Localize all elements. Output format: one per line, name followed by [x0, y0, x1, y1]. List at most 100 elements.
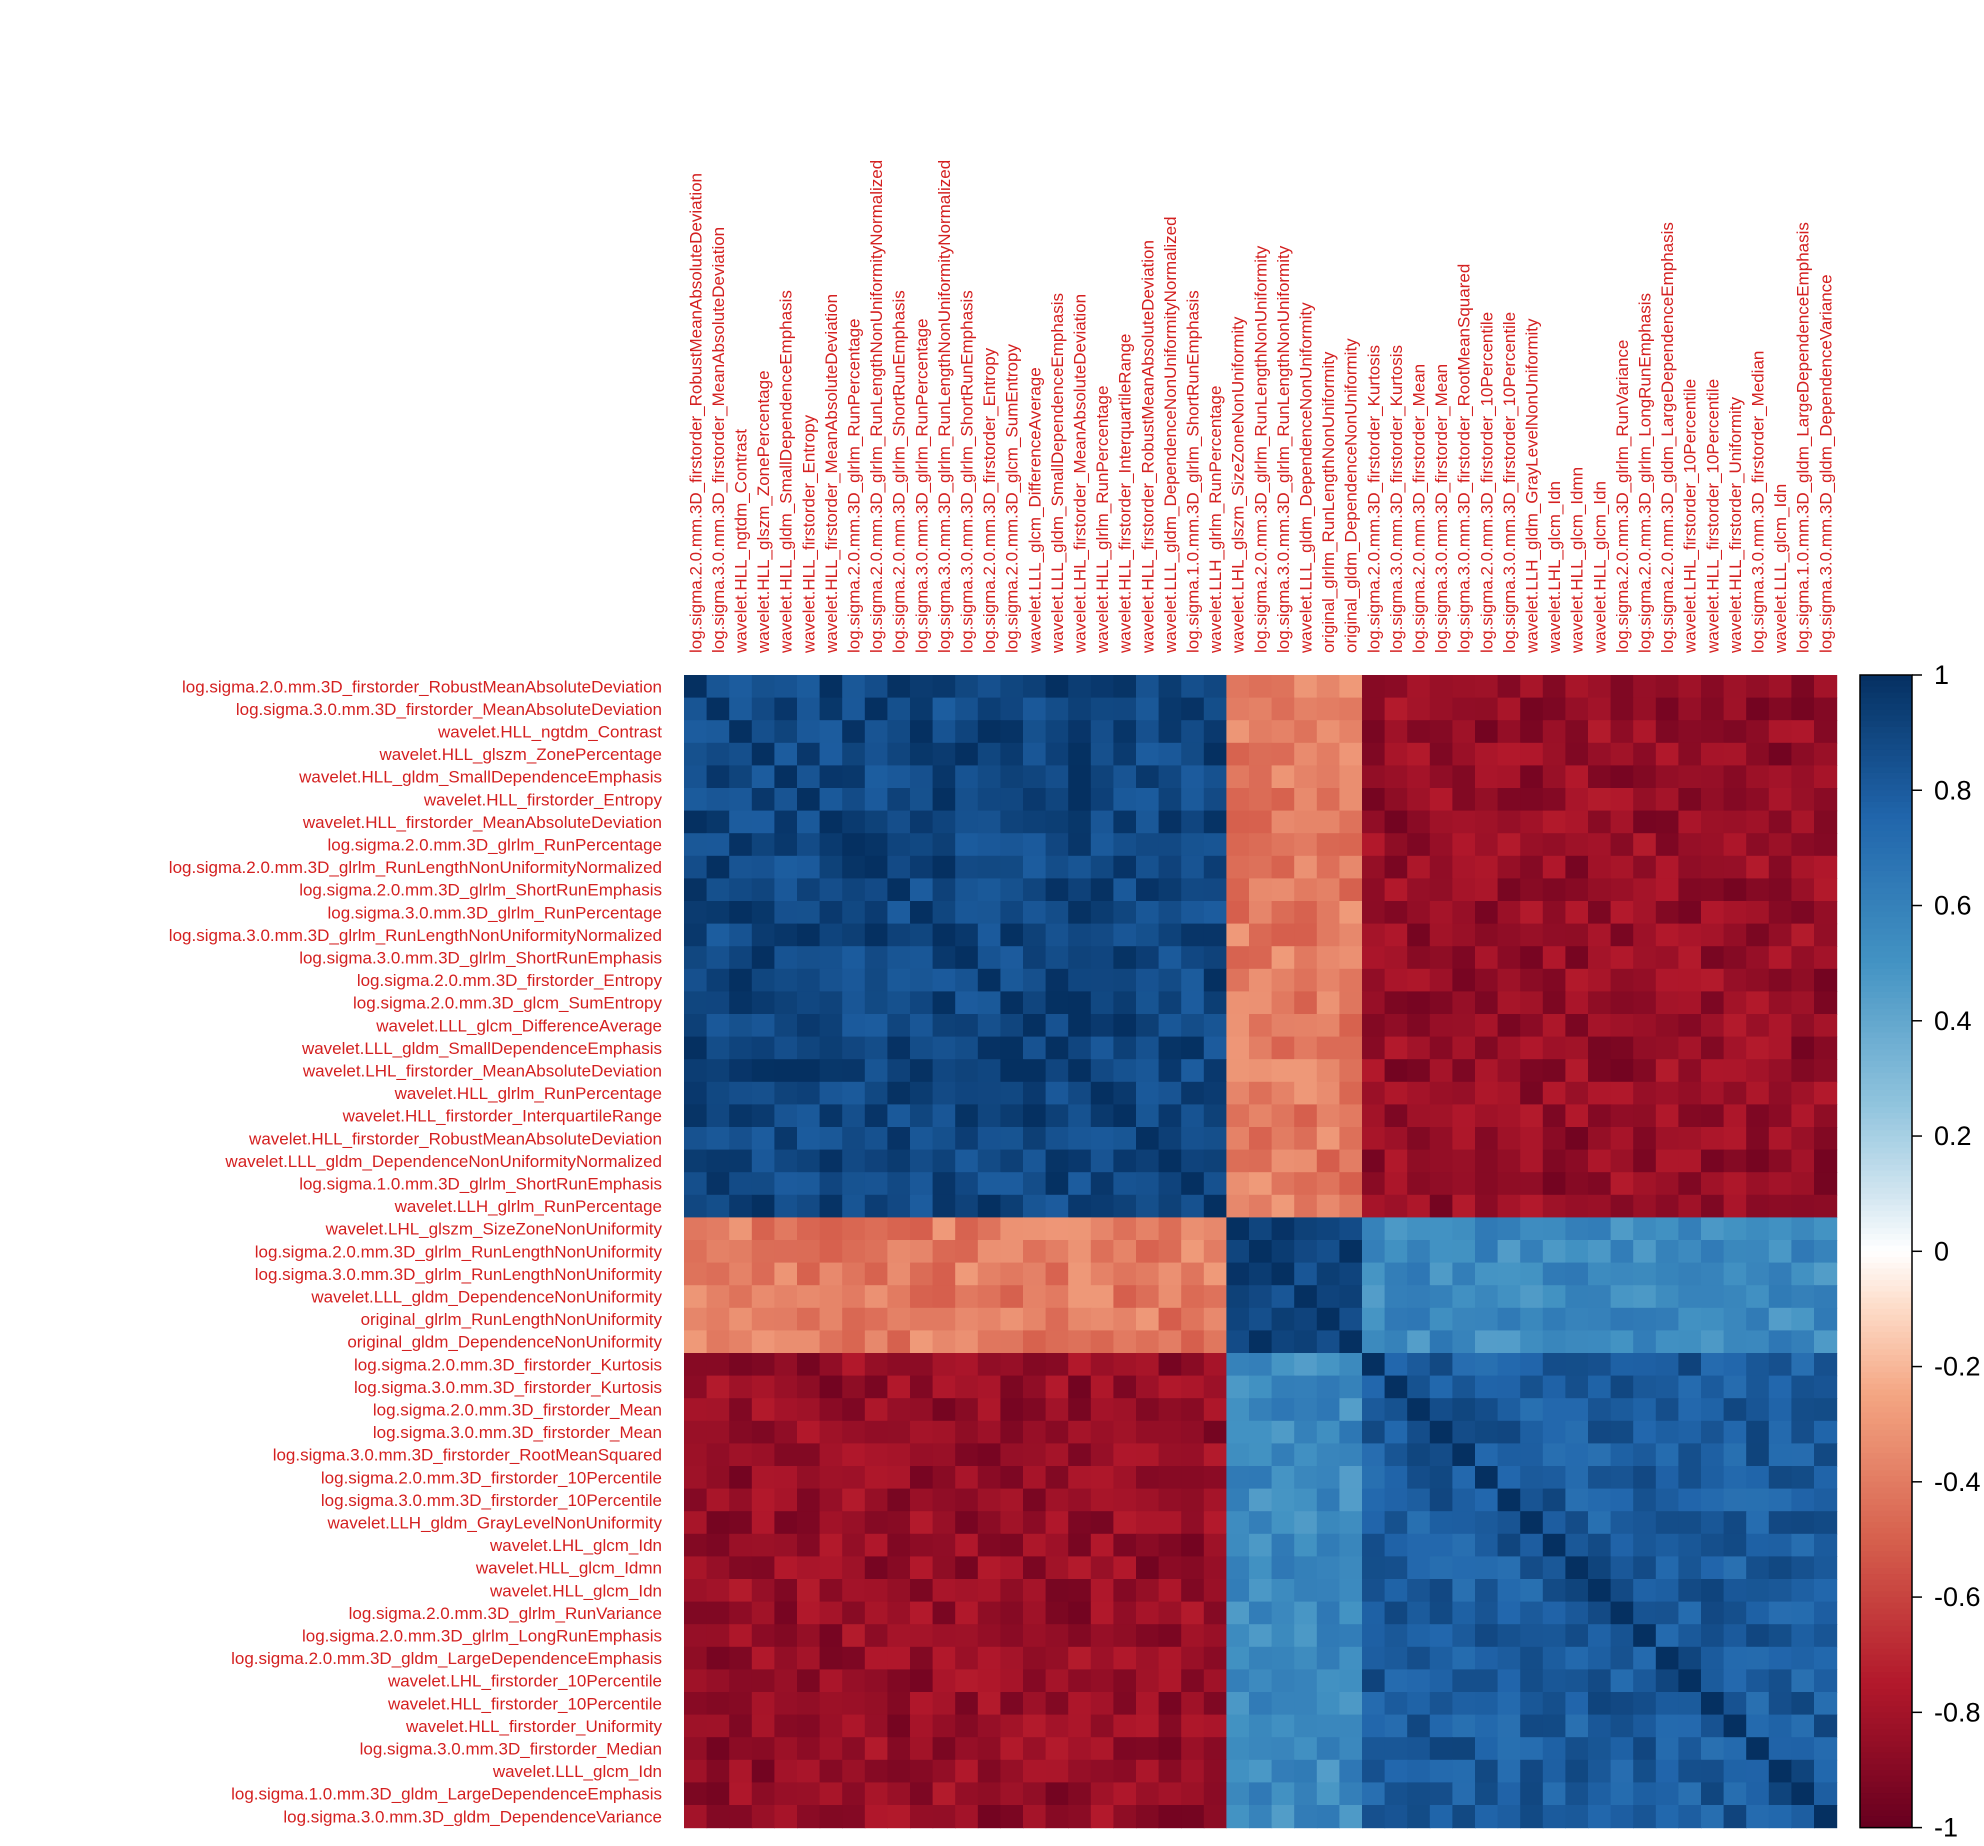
heatmap-cell — [751, 765, 775, 789]
heatmap-cell — [1452, 833, 1476, 857]
heatmap-cell — [797, 1172, 821, 1196]
heatmap-cell — [1588, 1398, 1612, 1422]
heatmap-cell — [842, 1398, 866, 1422]
heatmap-cell — [842, 1805, 866, 1829]
heatmap-cell — [1384, 1194, 1408, 1218]
colorbar-segment — [1860, 1164, 1912, 1172]
heatmap-cell — [1701, 1692, 1725, 1716]
heatmap-cell — [1407, 1805, 1431, 1829]
heatmap-cell — [729, 1375, 753, 1399]
heatmap-cell — [842, 1556, 866, 1580]
heatmap-cell — [1678, 991, 1702, 1015]
heatmap-cell — [1316, 1127, 1340, 1151]
heatmap-cell — [706, 1081, 730, 1105]
heatmap-cell — [1249, 968, 1273, 992]
heatmap-cell — [1023, 1081, 1047, 1105]
heatmap-cell — [1407, 1262, 1431, 1286]
heatmap-cell — [1633, 788, 1657, 812]
row-label: wavelet.HLL_firstorder_MeanAbsoluteDevia… — [302, 813, 662, 832]
column-label: log.sigma.2.0.mm.3D_gldm_LargeDependence… — [1658, 222, 1677, 653]
colorbar-segment — [1860, 1049, 1912, 1056]
heatmap-cell — [1181, 1443, 1205, 1467]
heatmap-cell — [1723, 1014, 1747, 1038]
heatmap-cell — [1610, 1533, 1634, 1557]
heatmap-cell — [1565, 765, 1589, 789]
heatmap-cell — [1814, 1466, 1838, 1490]
heatmap-cell — [1362, 968, 1386, 992]
heatmap-cell — [797, 1262, 821, 1286]
heatmap-cell — [1203, 1398, 1227, 1422]
heatmap-cell — [1249, 1217, 1273, 1241]
heatmap-cell — [977, 1669, 1001, 1693]
heatmap-cell — [1746, 1420, 1770, 1444]
colorbar-segment — [1860, 1003, 1912, 1010]
heatmap-cell — [1610, 675, 1634, 699]
heatmap-cell — [797, 923, 821, 947]
heatmap-cell — [684, 1782, 708, 1806]
heatmap-cell — [1226, 923, 1250, 947]
heatmap-cell — [955, 742, 979, 766]
row-label: log.sigma.2.0.mm.3D_glrlm_RunLengthNonUn… — [169, 858, 662, 877]
heatmap-cell — [977, 1466, 1001, 1490]
colorbar-segment — [1860, 738, 1912, 745]
heatmap-cell — [1633, 1036, 1657, 1060]
heatmap-cell — [1068, 1759, 1092, 1783]
heatmap-cell — [1723, 1285, 1747, 1309]
heatmap-cell — [977, 1036, 1001, 1060]
heatmap-cell — [1407, 1194, 1431, 1218]
heatmap-cell — [1565, 1330, 1589, 1354]
heatmap-cell — [1181, 1240, 1205, 1264]
heatmap-cell — [1723, 1059, 1747, 1083]
heatmap-cell — [1384, 1466, 1408, 1490]
heatmap-cell — [1542, 1059, 1566, 1083]
heatmap-cell — [1407, 1036, 1431, 1060]
heatmap-cell — [1294, 855, 1318, 879]
heatmap-cell — [1136, 1511, 1160, 1535]
heatmap-cell — [729, 1579, 753, 1603]
heatmap-cell — [1045, 1782, 1069, 1806]
colorbar-segment — [1860, 1648, 1912, 1656]
heatmap-cell — [1497, 991, 1521, 1015]
heatmap-cell — [1678, 1533, 1702, 1557]
heatmap-cell — [910, 1759, 934, 1783]
heatmap-cell — [955, 1059, 979, 1083]
heatmap-cell — [1023, 833, 1047, 857]
heatmap-cell — [1407, 1172, 1431, 1196]
heatmap-cell — [842, 1646, 866, 1670]
heatmap-cell — [1814, 765, 1838, 789]
heatmap-cell — [1339, 1240, 1363, 1264]
heatmap-cell — [1723, 1759, 1747, 1783]
heatmap-cell — [1814, 1172, 1838, 1196]
column-label: log.sigma.3.0.mm.3D_glrlm_ShortRunEmphas… — [958, 290, 977, 653]
heatmap-cell — [729, 1556, 753, 1580]
heatmap-cell — [1768, 1172, 1792, 1196]
heatmap-cell — [977, 1240, 1001, 1264]
heatmap-cell — [1045, 1466, 1069, 1490]
heatmap-cell — [1181, 946, 1205, 970]
heatmap-cell — [1249, 833, 1273, 857]
heatmap-cell — [1746, 946, 1770, 970]
heatmap-cell — [1701, 1737, 1725, 1761]
heatmap-cell — [977, 1375, 1001, 1399]
heatmap-cell — [1136, 1443, 1160, 1467]
heatmap-cell — [1090, 742, 1114, 766]
heatmap-cell — [1339, 855, 1363, 879]
colorbar-segment — [1860, 1700, 1912, 1708]
heatmap-cell — [1768, 742, 1792, 766]
heatmap-cell — [1429, 1782, 1453, 1806]
heatmap-cell — [751, 675, 775, 699]
heatmap-cell — [977, 1217, 1001, 1241]
heatmap-cell — [1113, 1375, 1137, 1399]
heatmap-cell — [774, 1669, 798, 1693]
heatmap-cell — [1452, 1488, 1476, 1512]
heatmap-cell — [1588, 855, 1612, 879]
heatmap-cell — [1542, 1624, 1566, 1648]
heatmap-cell — [1090, 1759, 1114, 1783]
heatmap-cell — [1678, 1217, 1702, 1241]
heatmap-cell — [1136, 855, 1160, 879]
heatmap-cell — [1181, 1262, 1205, 1286]
heatmap-cell — [1475, 1014, 1499, 1038]
heatmap-cell — [1610, 1398, 1634, 1422]
heatmap-cell — [1429, 1759, 1453, 1783]
heatmap-cell — [1723, 765, 1747, 789]
